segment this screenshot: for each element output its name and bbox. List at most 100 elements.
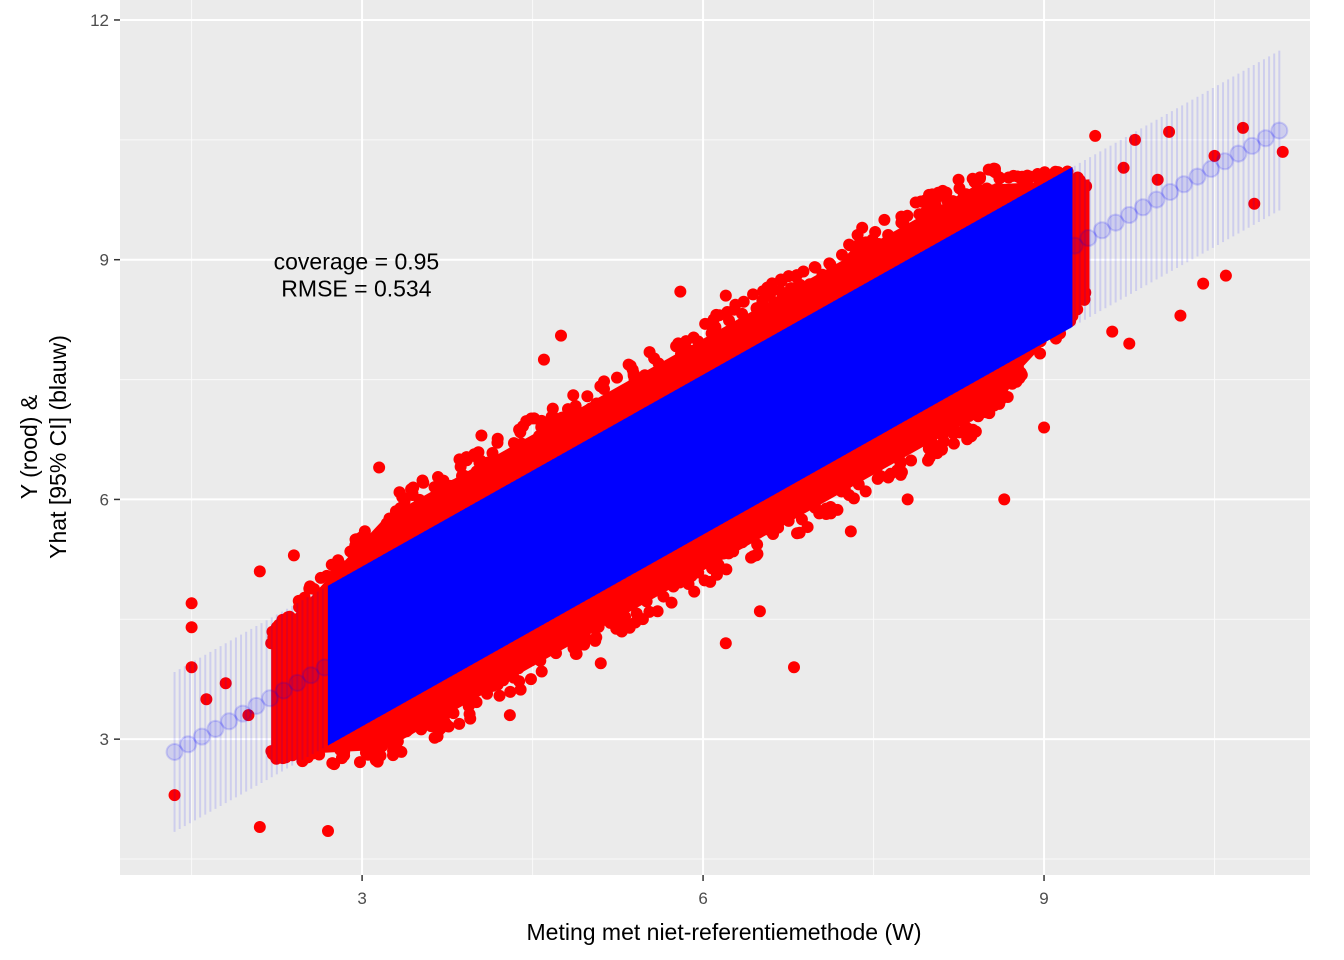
observed-point [871, 460, 884, 473]
observed-point [651, 605, 664, 618]
predicted-point [465, 574, 484, 593]
observed-point [1038, 421, 1051, 434]
observed-point [869, 241, 882, 254]
observed-point [726, 332, 739, 345]
observed-point [905, 454, 918, 467]
observed-point [960, 402, 973, 415]
observed-point [567, 389, 580, 402]
observed-point [878, 213, 891, 226]
observed-point [486, 446, 499, 459]
x-axis-title: Meting met niet-referentiemethode (W) [527, 919, 922, 945]
observed-point [200, 693, 213, 706]
observed-point [1106, 325, 1119, 338]
observed-point [932, 416, 945, 429]
predicted-point [520, 543, 539, 562]
observed-point [474, 454, 487, 467]
observed-point [473, 463, 486, 476]
observed-point [926, 188, 939, 201]
observed-point [1073, 174, 1086, 187]
observed-point [1248, 197, 1261, 210]
predicted-point [806, 382, 825, 401]
observed-point [698, 574, 711, 587]
observed-point [472, 680, 485, 693]
observed-point [846, 250, 859, 263]
observed-point [800, 494, 813, 507]
observed-point [836, 248, 849, 261]
observed-point [1163, 125, 1176, 138]
observed-point [1276, 145, 1289, 158]
predicted-point [411, 604, 430, 623]
predicted-point [779, 397, 798, 416]
predicted-point [724, 428, 743, 447]
observed-point [958, 197, 971, 210]
observed-point [493, 689, 506, 702]
predicted-point [479, 566, 498, 585]
observed-point [270, 621, 283, 634]
observed-point [789, 270, 802, 283]
observed-point [394, 502, 407, 515]
predicted-point [942, 305, 961, 324]
observed-point [747, 288, 760, 301]
predicted-point [1270, 121, 1289, 140]
observed-point [901, 493, 914, 506]
observed-point [277, 630, 290, 643]
observed-point [629, 616, 642, 629]
observed-point [304, 741, 317, 754]
predicted-point [1188, 167, 1207, 186]
observed-point [736, 536, 749, 549]
observed-point [534, 654, 547, 667]
predicted-point [506, 551, 525, 570]
observed-point [674, 285, 687, 298]
observed-point [463, 708, 476, 721]
predicted-point [683, 451, 702, 470]
observed-point [684, 348, 697, 361]
observed-point [618, 385, 631, 398]
observed-point [279, 751, 292, 764]
annotation-coverage: coverage = 0.95 [274, 249, 440, 275]
observed-point [719, 637, 732, 650]
observed-point [696, 548, 709, 561]
observed-point [998, 493, 1011, 506]
observed-point [750, 302, 763, 315]
observed-point [685, 570, 698, 583]
predicted-point [1147, 190, 1166, 209]
predicted-point [1106, 213, 1125, 232]
observed-point [1123, 337, 1136, 350]
observed-point [1174, 309, 1187, 322]
observed-point [371, 755, 384, 768]
observed-point [766, 277, 779, 290]
observed-point [720, 563, 733, 576]
observed-point [844, 525, 857, 538]
observed-point [1197, 277, 1210, 290]
observed-point [1013, 372, 1026, 385]
observed-point [503, 709, 516, 722]
observed-point [926, 207, 939, 220]
observed-point [613, 615, 626, 628]
predicted-point [451, 581, 470, 600]
observed-point [772, 521, 785, 534]
observed-point [947, 437, 960, 450]
observed-point [904, 230, 917, 243]
observed-point [504, 685, 517, 698]
observed-point [535, 421, 548, 434]
predicted-point [342, 643, 361, 662]
observed-point [549, 647, 562, 660]
observed-point [882, 228, 895, 241]
observed-point [524, 673, 537, 686]
predicted-point [574, 512, 593, 531]
observed-point [823, 257, 836, 270]
observed-point [326, 757, 339, 770]
y-tick-label: 6 [100, 490, 109, 509]
observed-point [396, 491, 409, 504]
observed-point [860, 248, 873, 261]
observed-point [287, 743, 300, 756]
observed-point [265, 745, 278, 758]
observed-point [638, 369, 651, 382]
predicted-point [1052, 244, 1071, 263]
observed-point [996, 369, 1009, 382]
predicted-point [902, 328, 921, 347]
observed-point [401, 724, 414, 737]
observed-point [673, 362, 686, 375]
observed-point [508, 446, 521, 459]
predicted-point [642, 474, 661, 493]
